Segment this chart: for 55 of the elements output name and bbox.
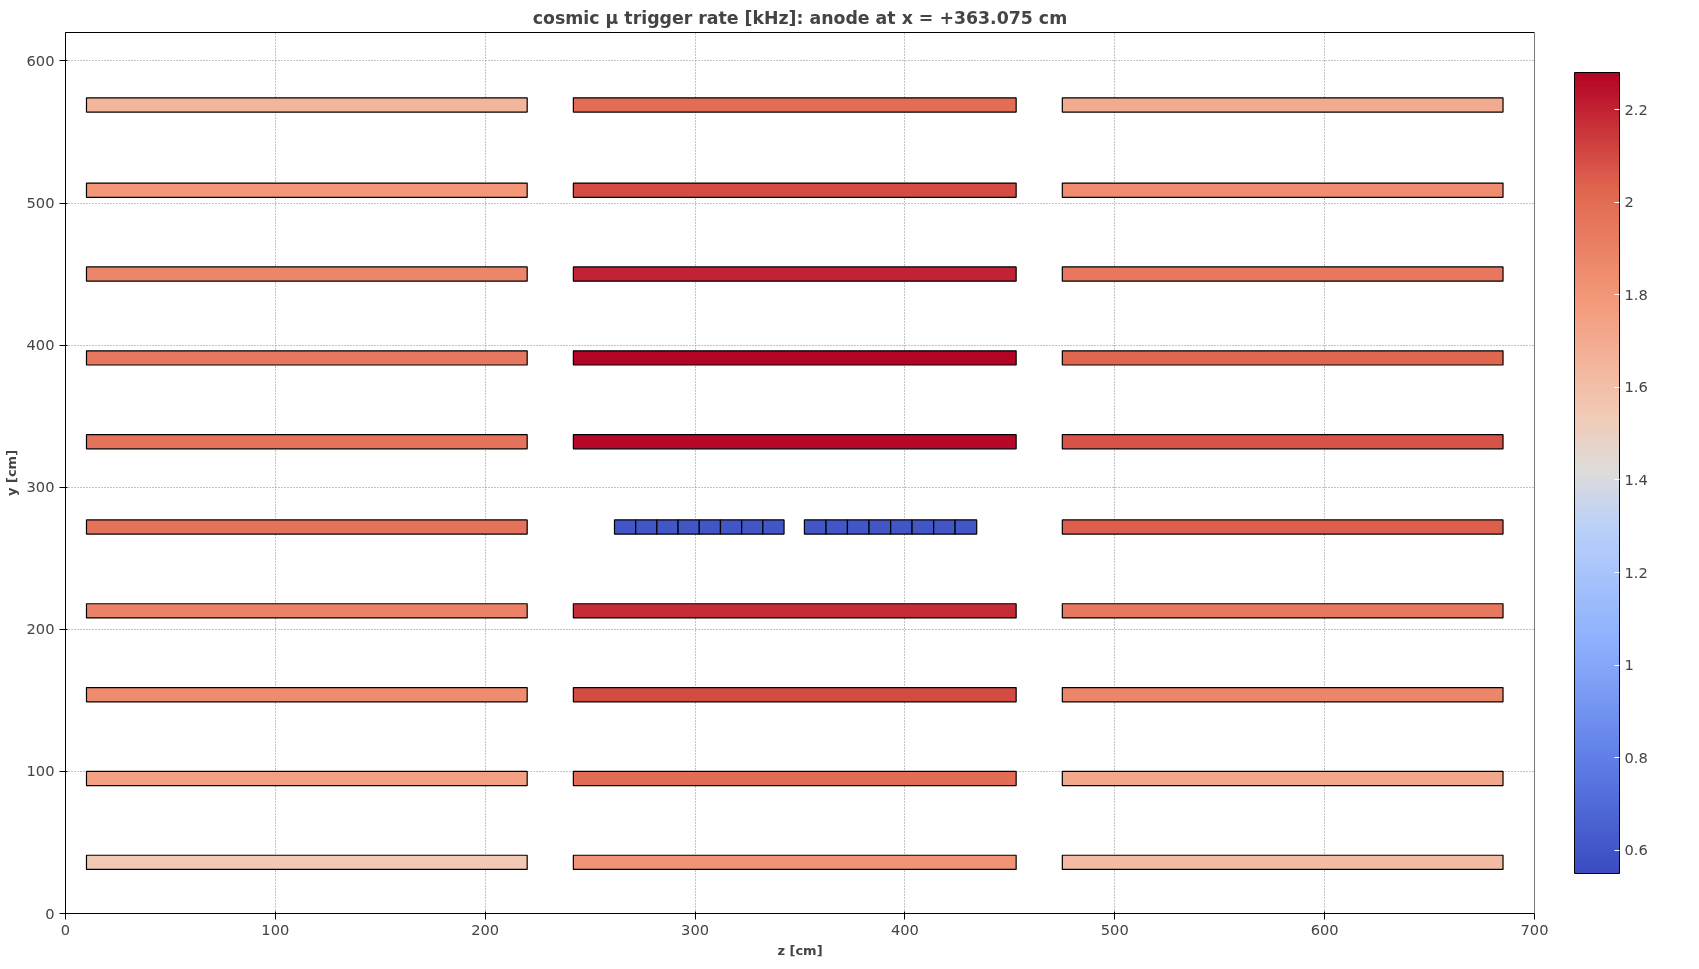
color-bar-label: 2.2: [1624, 100, 1648, 118]
y-tick-label: 400: [26, 336, 55, 354]
y-tick-label: 300: [26, 478, 55, 496]
bar: [85, 266, 528, 282]
bar: [85, 686, 528, 703]
color-bar-label: 1: [1624, 656, 1634, 674]
y-tick-label: 600: [26, 51, 55, 69]
bar: [1061, 770, 1504, 787]
bar: [1061, 350, 1504, 366]
bar: [85, 854, 528, 871]
bar: [572, 182, 1017, 198]
y-tick-label: 0: [45, 904, 55, 922]
bar: [572, 770, 1017, 787]
chart-title: cosmic μ trigger rate [kHz]: anode at x = +363.075 cm: [532, 7, 1068, 28]
x-tick-label: 0: [60, 920, 71, 938]
bar: [572, 854, 1017, 871]
bar: [572, 350, 1017, 366]
bar: [85, 603, 528, 619]
color-bar-label: 0.6: [1624, 841, 1648, 859]
bar: [572, 686, 1017, 703]
y-tick-label: 100: [26, 762, 55, 780]
bar: [85, 434, 528, 450]
bar: [1061, 266, 1504, 282]
bar: [1061, 686, 1504, 703]
x-tick-label: 500: [1100, 920, 1129, 938]
bar: [572, 97, 1017, 113]
bar: [1061, 854, 1504, 871]
x-tick-label: 400: [890, 920, 919, 938]
bar: [1061, 519, 1504, 535]
color-bar-label: 1.6: [1624, 378, 1648, 396]
bar: [85, 519, 528, 535]
x-tick-label: 100: [261, 920, 290, 938]
x-tick-label: 300: [681, 920, 710, 938]
bar: [1061, 182, 1504, 198]
bar: [1061, 97, 1504, 113]
color-bar-label: 1.8: [1624, 285, 1648, 303]
bar: [85, 97, 528, 113]
color-bar-label: 2: [1624, 193, 1634, 211]
color-bar-label: 1.4: [1624, 470, 1648, 488]
color-bar-label: 0.8: [1624, 748, 1648, 766]
x-tick-label: 700: [1520, 920, 1549, 938]
y-tick-label: 200: [26, 620, 55, 638]
bar: [572, 266, 1017, 282]
x-axis-title: z [cm]: [777, 942, 823, 958]
color-bar-label: 1.2: [1624, 563, 1648, 581]
y-tick-label: 500: [26, 194, 55, 212]
x-tick-label: 200: [471, 920, 500, 938]
bar: [1061, 603, 1504, 619]
bar: [572, 434, 1017, 450]
y-axis-title: y [cm]: [3, 449, 19, 497]
bar: [1061, 434, 1504, 450]
x-tick-label: 600: [1310, 920, 1339, 938]
bar: [85, 770, 528, 787]
bar: [85, 182, 528, 198]
bar: [572, 603, 1017, 619]
